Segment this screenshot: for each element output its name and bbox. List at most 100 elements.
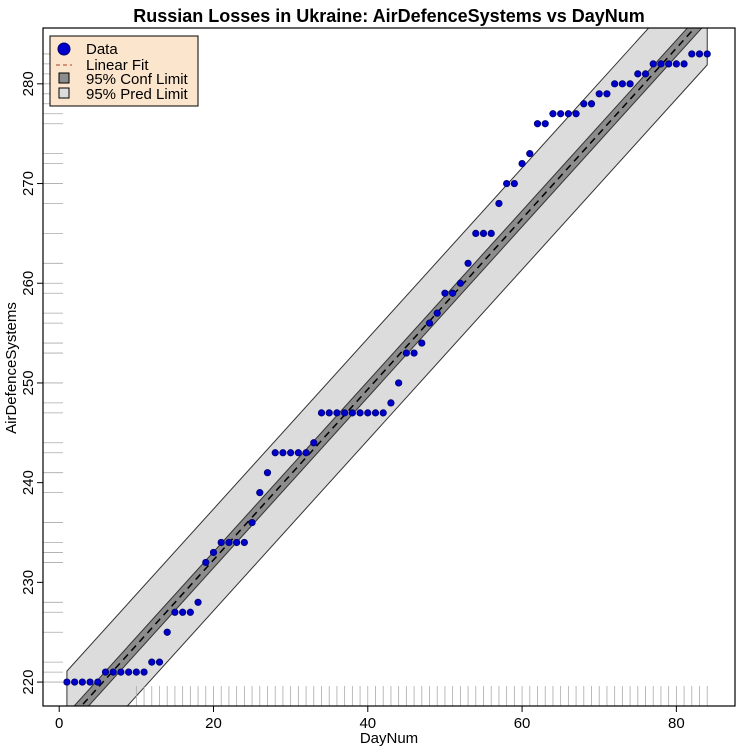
y-axis: 220 230 240 250 260 270 280 bbox=[20, 71, 43, 695]
data-point bbox=[487, 229, 495, 237]
data-point bbox=[348, 409, 356, 417]
y-tick-label: 240 bbox=[20, 470, 37, 495]
data-point bbox=[680, 60, 688, 68]
data-point bbox=[78, 678, 86, 686]
x-tick-label: 0 bbox=[55, 715, 63, 732]
data-point bbox=[217, 538, 225, 547]
data-point bbox=[418, 339, 426, 347]
data-point bbox=[649, 60, 657, 68]
data-point bbox=[371, 409, 380, 417]
data-point bbox=[479, 229, 488, 237]
data-point bbox=[441, 289, 449, 297]
data-point bbox=[503, 179, 511, 188]
data-point bbox=[672, 60, 680, 68]
legend-conf-marker bbox=[58, 72, 70, 84]
data-point bbox=[618, 80, 626, 88]
data-point bbox=[518, 160, 526, 168]
data-point bbox=[155, 658, 164, 666]
data-point bbox=[125, 668, 133, 676]
data-point bbox=[317, 409, 326, 417]
data-point bbox=[294, 449, 302, 457]
data-point bbox=[595, 90, 603, 98]
data-point bbox=[171, 608, 179, 616]
data-point bbox=[657, 60, 665, 68]
data-point bbox=[387, 399, 395, 407]
y-axis-label: AirDefenceSystems bbox=[3, 302, 20, 434]
data-point bbox=[279, 449, 287, 457]
y-tick-label: 250 bbox=[20, 370, 37, 395]
y-tick-label: 260 bbox=[20, 271, 37, 296]
data-point bbox=[248, 518, 256, 527]
x-rug bbox=[135, 686, 708, 706]
data-point bbox=[63, 678, 71, 686]
data-point bbox=[695, 50, 704, 58]
data-point bbox=[225, 538, 233, 547]
data-point bbox=[425, 319, 434, 327]
legend-box bbox=[49, 35, 199, 107]
legend-label-conf: 95% Conf Limit bbox=[86, 71, 189, 88]
conf-band-area bbox=[73, 28, 703, 706]
y-tick-label: 270 bbox=[20, 171, 37, 196]
data-point bbox=[541, 120, 549, 128]
data-point bbox=[402, 349, 410, 357]
y-rug bbox=[43, 53, 63, 683]
data-point bbox=[287, 449, 295, 457]
data-point bbox=[572, 110, 580, 118]
data-point bbox=[410, 349, 418, 357]
data-point bbox=[464, 259, 472, 267]
data-point bbox=[533, 120, 542, 128]
data-point bbox=[356, 409, 364, 417]
data-point bbox=[472, 229, 480, 237]
data-point bbox=[449, 289, 457, 297]
data-points bbox=[63, 50, 711, 686]
data-point bbox=[240, 538, 248, 547]
data-point bbox=[86, 678, 94, 686]
data-point bbox=[626, 80, 634, 88]
data-point bbox=[194, 598, 202, 606]
data-point bbox=[109, 668, 117, 676]
y-tick-label: 220 bbox=[20, 670, 37, 695]
data-point bbox=[665, 60, 673, 68]
data-point bbox=[641, 70, 650, 78]
data-point bbox=[117, 668, 125, 676]
data-point bbox=[148, 658, 156, 666]
data-point bbox=[456, 279, 464, 287]
data-point bbox=[510, 179, 518, 188]
legend-label-pred: 95% Pred Limit bbox=[86, 86, 189, 103]
data-point bbox=[364, 409, 372, 417]
data-point bbox=[179, 608, 187, 616]
data-point bbox=[549, 110, 557, 118]
data-point bbox=[94, 678, 102, 686]
data-point bbox=[603, 90, 611, 98]
chart-title: Russian Losses in Ukraine: AirDefenceSys… bbox=[133, 6, 645, 26]
x-tick-label: 80 bbox=[668, 715, 685, 732]
data-point bbox=[634, 70, 642, 78]
legend-data-marker bbox=[57, 42, 71, 56]
data-point bbox=[526, 150, 534, 158]
data-point bbox=[703, 50, 711, 58]
plot-area bbox=[42, 27, 736, 707]
data-point bbox=[140, 668, 148, 676]
x-tick-label: 60 bbox=[514, 715, 531, 732]
data-point bbox=[209, 548, 218, 557]
data-point bbox=[611, 80, 619, 88]
fit-line-path bbox=[80, 28, 696, 706]
data-point bbox=[395, 379, 403, 387]
x-axis: 0 20 40 60 80 bbox=[55, 706, 685, 732]
data-point bbox=[256, 489, 264, 497]
legend-label-fit: Linear Fit bbox=[86, 57, 149, 74]
data-point bbox=[71, 678, 79, 686]
data-point bbox=[341, 409, 349, 417]
y-tick-label: 280 bbox=[20, 71, 37, 96]
fit-line bbox=[80, 28, 696, 706]
data-point bbox=[202, 558, 210, 567]
legend-label-data: Data bbox=[86, 41, 118, 58]
data-point bbox=[271, 449, 279, 457]
data-point bbox=[325, 409, 333, 417]
conf-band bbox=[73, 28, 703, 706]
data-point bbox=[688, 50, 696, 58]
y-tick-label: 230 bbox=[20, 570, 37, 595]
data-point bbox=[557, 110, 565, 118]
x-tick-label: 20 bbox=[205, 715, 222, 732]
